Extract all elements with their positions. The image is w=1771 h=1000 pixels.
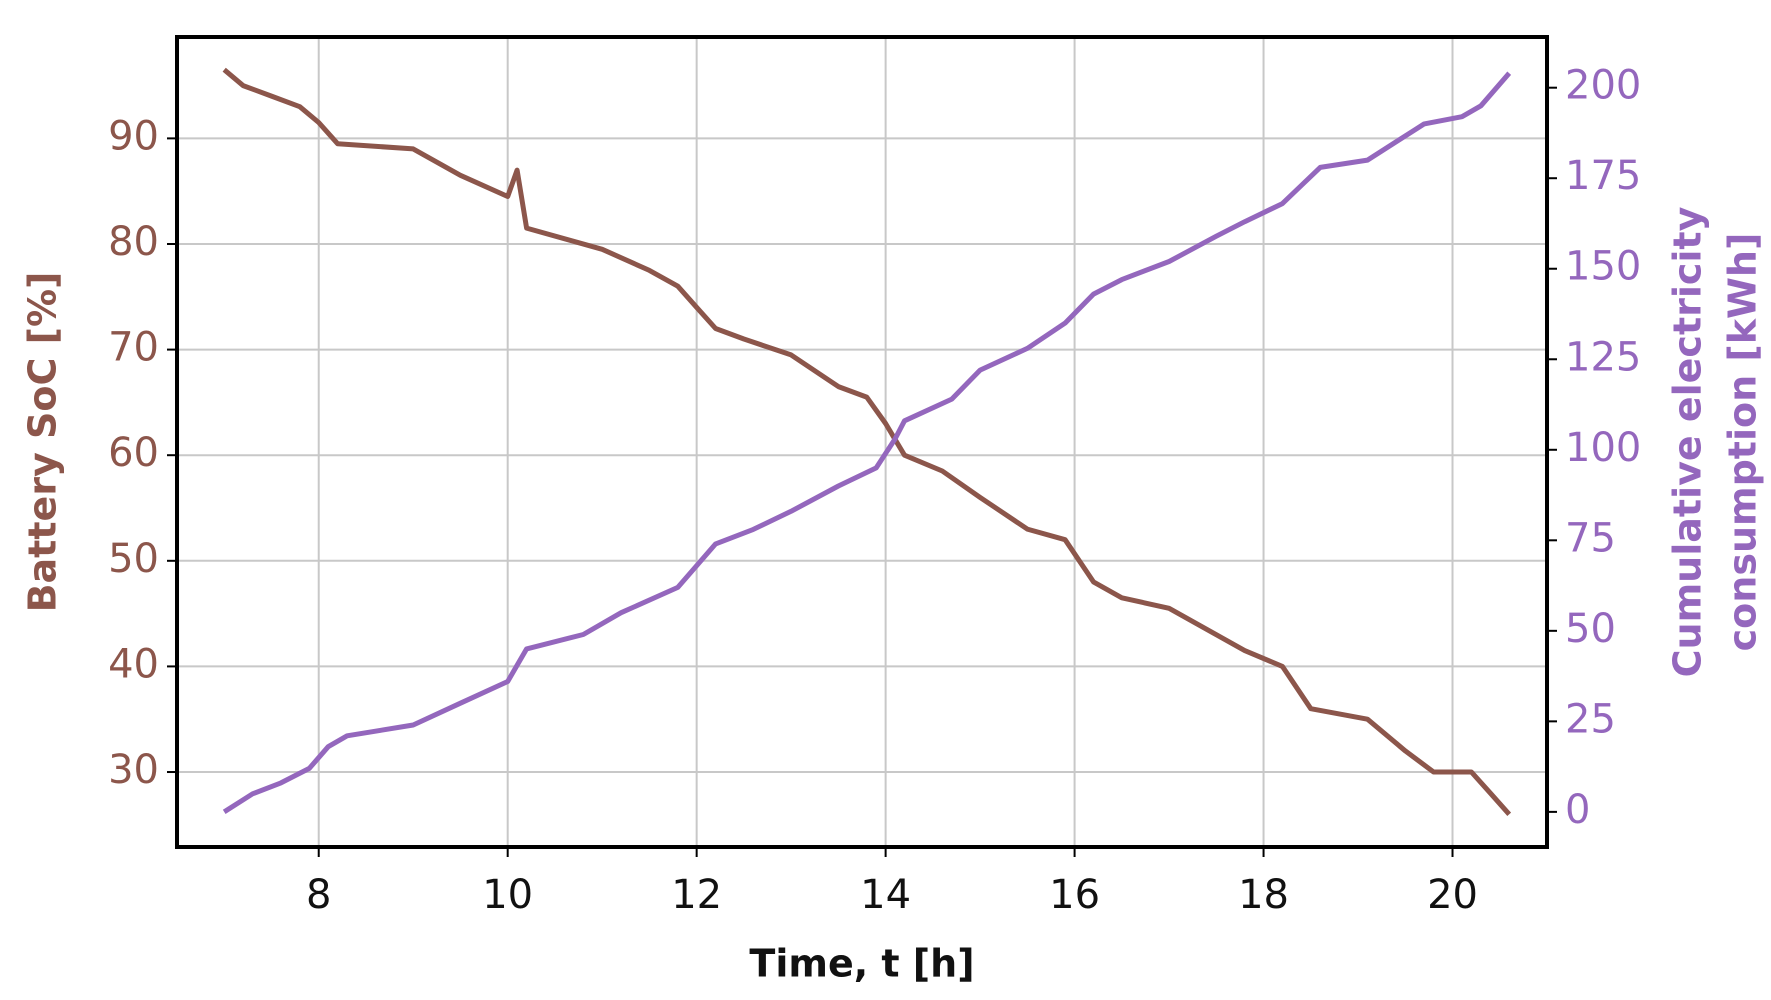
y2-tick-label: 50: [1565, 606, 1616, 652]
y2-tick-label: 100: [1565, 425, 1641, 471]
plot-frame: [175, 35, 1549, 849]
y-tick-label: 50: [108, 536, 159, 582]
y-axis-label: Battery SoC [%]: [21, 272, 65, 613]
y-tick-label: 90: [108, 113, 159, 159]
x-axis-label: Time, t [h]: [749, 942, 974, 986]
y-tick-label: 70: [108, 325, 159, 371]
y2-tick-label: 150: [1565, 244, 1641, 290]
y2-axis-label: Cumulative electricity: [1666, 206, 1710, 677]
y-tick-label: 60: [108, 430, 159, 476]
data-line: [222, 67, 1512, 816]
x-tick-label: 18: [1238, 872, 1289, 918]
y-tick-label: 40: [108, 641, 159, 687]
y-tick-label: 30: [108, 747, 159, 793]
x-tick-label: 14: [860, 872, 911, 918]
y2-tick-label: 25: [1565, 696, 1616, 742]
x-tick-label: 10: [482, 872, 533, 918]
y2-tick-label: 75: [1565, 515, 1616, 561]
x-tick-label: 8: [306, 872, 331, 918]
x-tick-label: 12: [671, 872, 722, 918]
x-tick-label: 16: [1049, 872, 1100, 918]
y2-tick-label: 125: [1565, 334, 1641, 380]
y2-tick-label: 175: [1565, 153, 1641, 199]
grid: [177, 37, 1547, 847]
y2-axis-label: consumption [kWh]: [1721, 233, 1765, 652]
y2-tick-label: 0: [1565, 787, 1590, 833]
y-tick-label: 80: [108, 219, 159, 265]
x-tick-label: 20: [1427, 872, 1478, 918]
data-line: [222, 71, 1512, 815]
y2-tick-label: 200: [1565, 63, 1641, 109]
